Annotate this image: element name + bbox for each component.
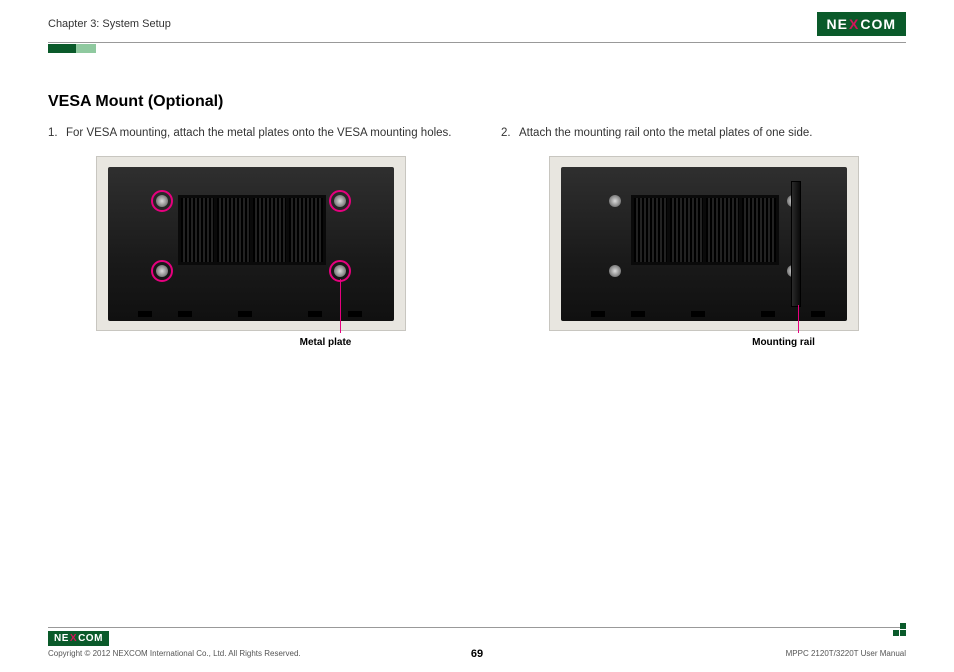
slot-icon	[308, 311, 322, 317]
device-panel	[108, 167, 394, 321]
slot-icon	[811, 311, 825, 317]
slot-icon	[238, 311, 252, 317]
screw-icon	[609, 265, 621, 277]
slot-icon	[631, 311, 645, 317]
accent-tab-light	[76, 44, 96, 53]
left-column: 1. For VESA mounting, attach the metal p…	[48, 125, 453, 348]
device-photo-2	[549, 156, 859, 331]
footer-row: NE X COM	[48, 631, 906, 646]
highlight-ring-icon	[151, 190, 173, 212]
brand-logo-top: NE X COM	[817, 12, 906, 36]
footer-divider	[48, 627, 906, 628]
slot-icon	[178, 311, 192, 317]
copyright-text: Copyright © 2012 NEXCOM International Co…	[48, 649, 301, 658]
figure-caption-2: Mounting rail	[752, 337, 815, 348]
screw-icon	[609, 195, 621, 207]
page-number: 69	[471, 648, 483, 660]
slot-icon	[761, 311, 775, 317]
step-text: Attach the mounting rail onto the metal …	[519, 125, 906, 142]
logo-text-post: COM	[78, 633, 103, 644]
step-text: For VESA mounting, attach the metal plat…	[66, 125, 453, 142]
page-content: VESA Mount (Optional) 1. For VESA mounti…	[0, 53, 954, 348]
figure-2: Mounting rail	[501, 156, 906, 348]
square-icon	[900, 623, 906, 629]
heatsink-fins	[706, 198, 739, 262]
square-icon	[900, 630, 906, 636]
header-divider	[48, 42, 906, 43]
heatsink-fins	[742, 198, 775, 262]
chapter-title: Chapter 3: System Setup	[48, 18, 171, 30]
heatsink-fins	[253, 198, 286, 262]
accent-tab-dark	[48, 44, 76, 53]
logo-text-pre: NE	[827, 16, 848, 32]
page-header: Chapter 3: System Setup NE X COM	[0, 0, 954, 36]
right-column: 2. Attach the mounting rail onto the met…	[501, 125, 906, 348]
heatsink-fins	[217, 198, 250, 262]
heatsink-fins	[289, 198, 322, 262]
device-photo-1	[96, 156, 406, 331]
header-accent-tabs	[48, 44, 954, 53]
two-column-layout: 1. For VESA mounting, attach the metal p…	[48, 125, 906, 348]
mounting-rail	[791, 181, 801, 307]
logo-x-icon: X	[70, 633, 77, 644]
slot-icon	[691, 311, 705, 317]
figure-caption-1: Metal plate	[300, 337, 352, 348]
section-title: VESA Mount (Optional)	[48, 93, 906, 111]
manual-title: MPPC 2120T/3220T User Manual	[786, 649, 906, 658]
callout-line	[340, 279, 341, 333]
heatsink	[178, 195, 326, 265]
step-number: 1.	[48, 125, 66, 142]
logo-text-post: COM	[860, 16, 896, 32]
logo-x-icon: X	[849, 16, 859, 32]
step-2: 2. Attach the mounting rail onto the met…	[501, 125, 906, 142]
step-1: 1. For VESA mounting, attach the metal p…	[48, 125, 453, 142]
highlight-ring-icon	[151, 260, 173, 282]
brand-logo-bottom: NE X COM	[48, 631, 109, 646]
page-footer: NE X COM Copyright © 2012 NEXCOM Interna…	[0, 627, 954, 672]
logo-text-pre: NE	[54, 633, 69, 644]
square-icon	[893, 630, 899, 636]
heatsink-fins	[181, 198, 214, 262]
heatsink-fins	[670, 198, 703, 262]
callout-line	[798, 305, 799, 333]
heatsink	[631, 195, 779, 265]
device-panel	[561, 167, 847, 321]
footer-squares-icon	[893, 623, 906, 636]
highlight-ring-icon	[329, 190, 351, 212]
figure-1: Metal plate	[48, 156, 453, 348]
slot-icon	[591, 311, 605, 317]
footer-meta: Copyright © 2012 NEXCOM International Co…	[48, 649, 906, 658]
slot-icon	[138, 311, 152, 317]
step-number: 2.	[501, 125, 519, 142]
slot-icon	[348, 311, 362, 317]
heatsink-fins	[634, 198, 667, 262]
